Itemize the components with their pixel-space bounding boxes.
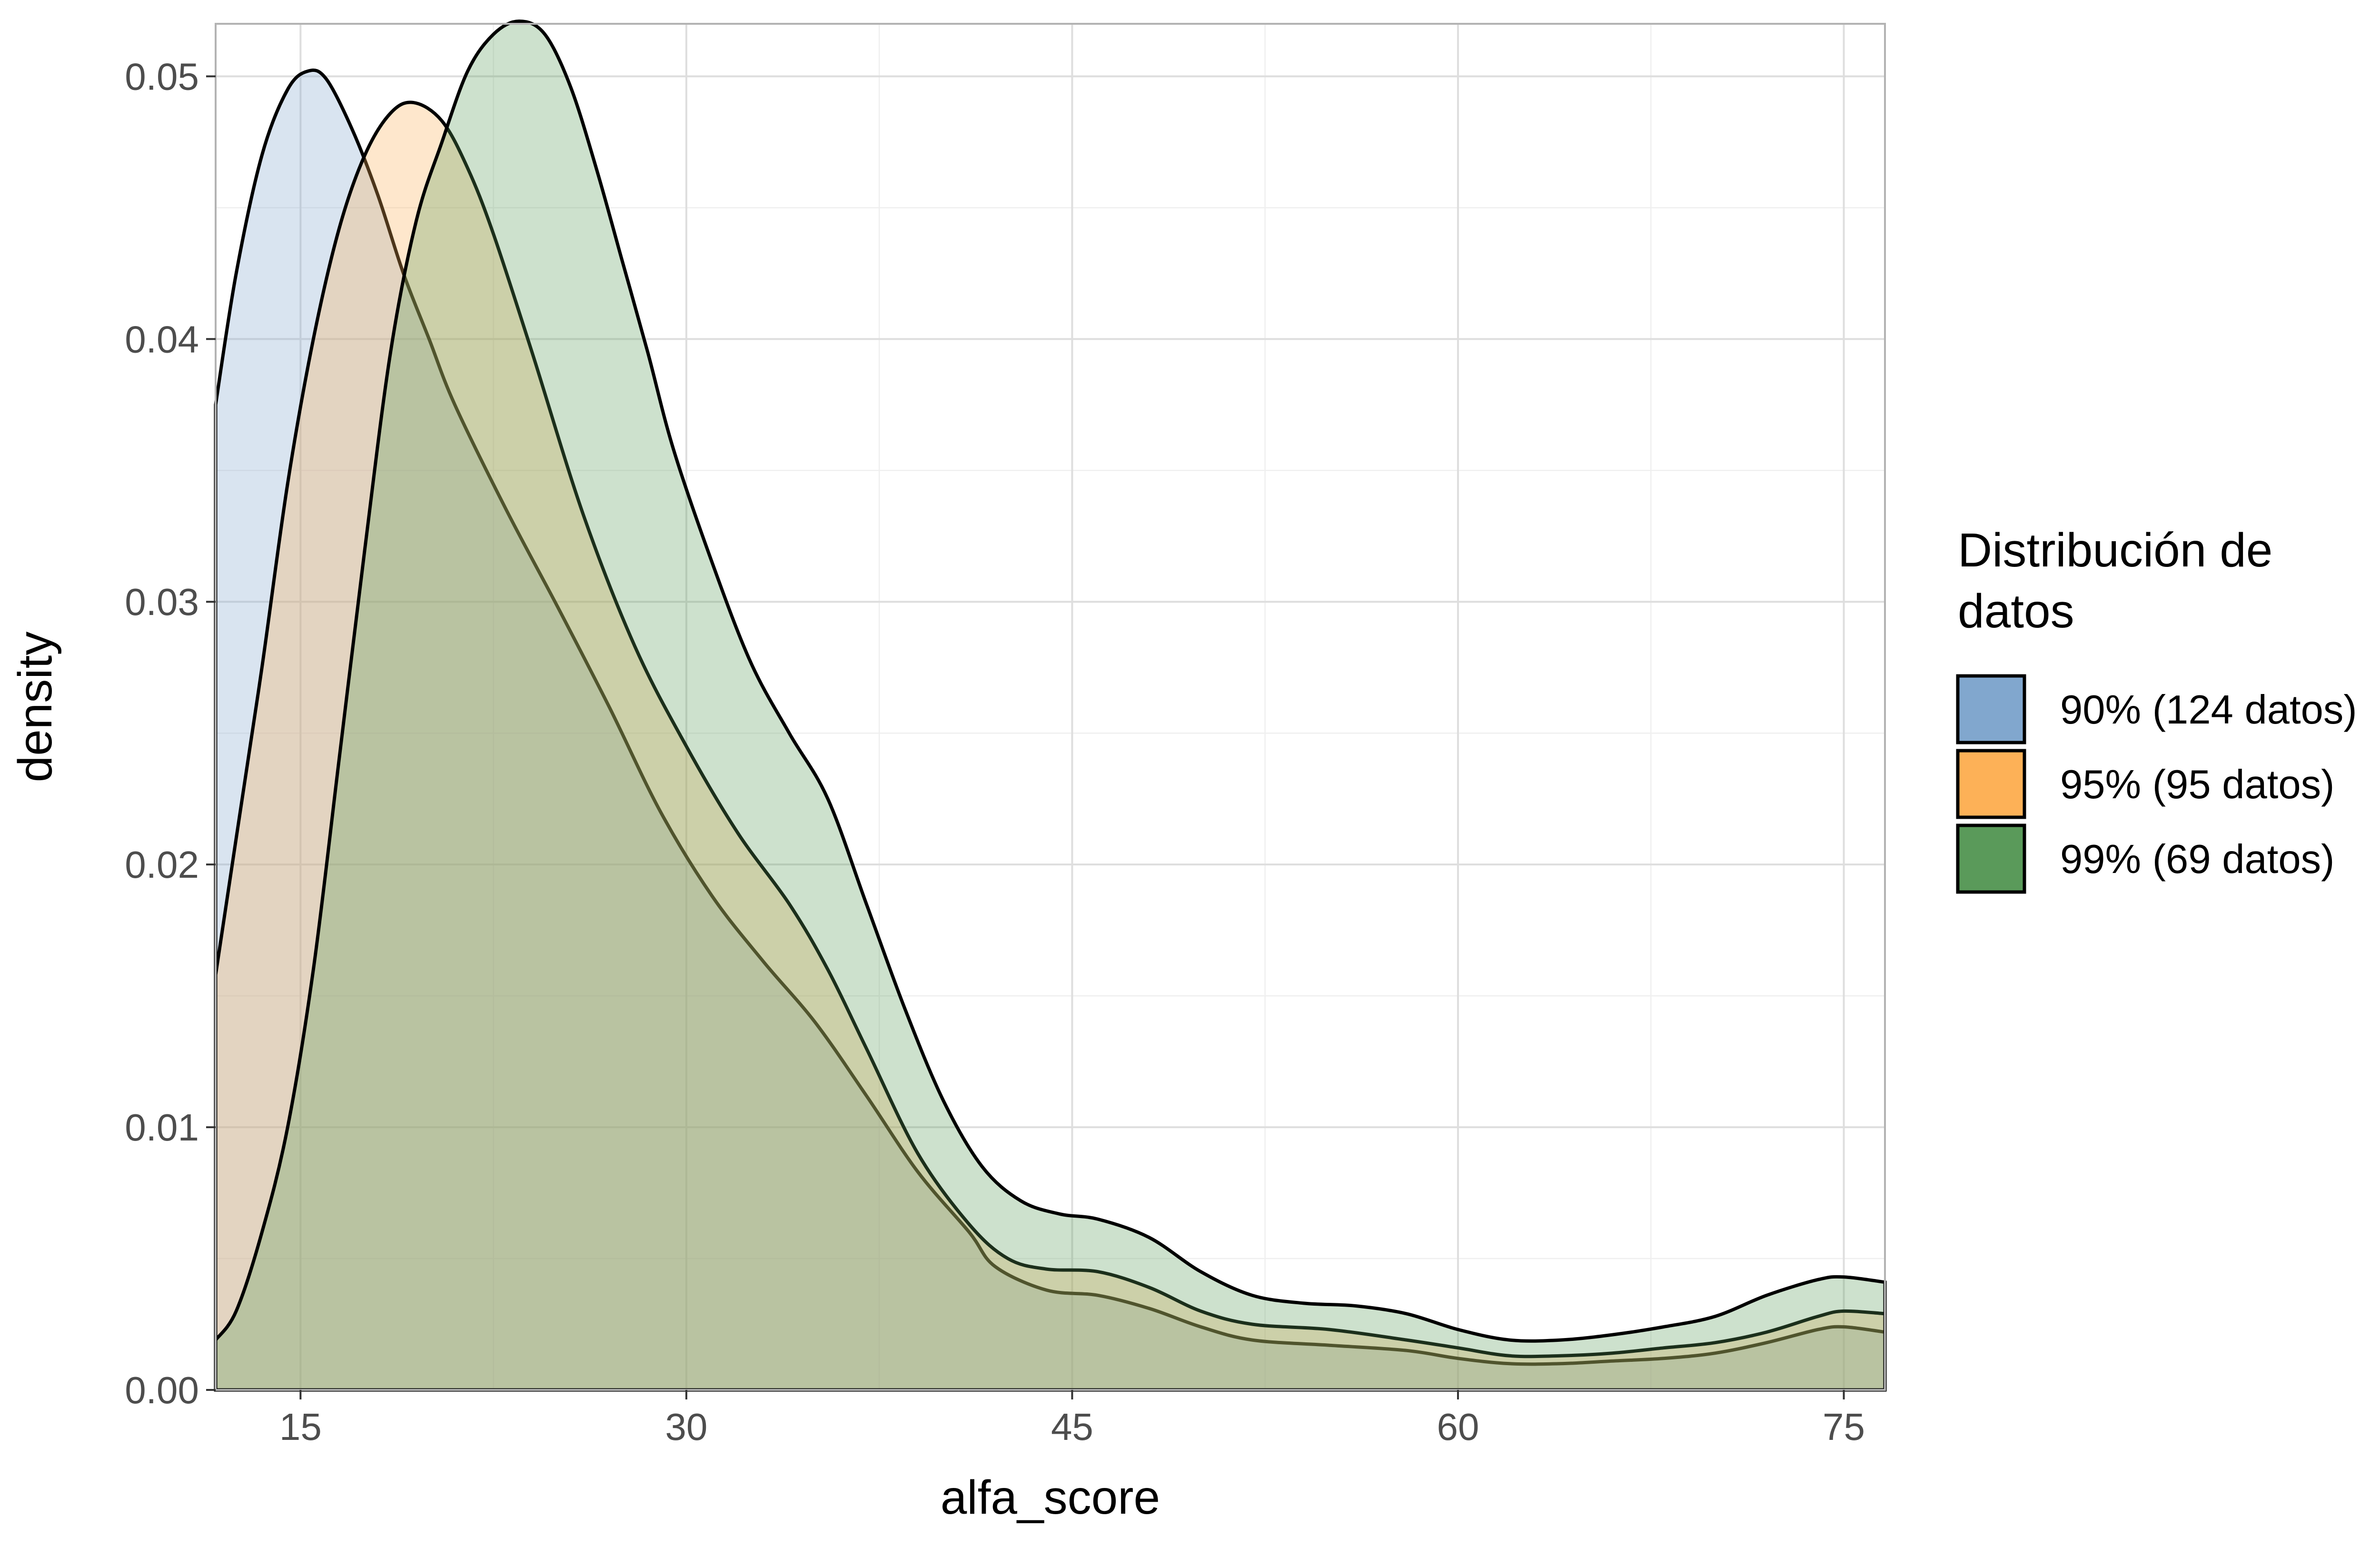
legend-items: 90% (124 datos) 95% (95 datos) 99% (69 dat…: [1956, 674, 2357, 894]
x-tick-label: 45: [1051, 1406, 1093, 1448]
y-axis-title: density: [9, 632, 62, 783]
legend-title-line1: Distribución de: [1958, 524, 2272, 577]
legend-key-1: [1956, 674, 2026, 744]
x-tick-label: 60: [1437, 1406, 1479, 1448]
x-tick-label: 15: [279, 1406, 322, 1448]
axis-ticks: 15 30 45 60 75 0.00 0.01 0.02 0.03 0.04 0.05: [125, 55, 1865, 1448]
density-area-series-2: [214, 100, 1887, 1392]
x-tick-label: 75: [1823, 1406, 1865, 1448]
legend-key-3: [1956, 823, 2026, 894]
legend: Distribución de datos 90% (124 datos) 95%…: [1956, 524, 2357, 894]
legend-label-1: 90% (124 datos): [2060, 687, 2357, 733]
density-area-series-3: [214, 19, 1887, 1392]
density-areas: [214, 19, 1887, 1392]
x-tick-label: 30: [665, 1406, 707, 1448]
y-tick-label: 0.01: [125, 1106, 199, 1149]
legend-label-3: 99% (69 datos): [2060, 837, 2334, 882]
y-tick-label: 0.05: [125, 55, 199, 98]
y-tick-label: 0.04: [125, 318, 199, 360]
x-axis-title: alfa_score: [941, 1471, 1160, 1524]
y-tick-label: 0.02: [125, 843, 199, 886]
panel-border: [215, 23, 1886, 1391]
legend-label-2: 95% (95 datos): [2060, 762, 2334, 807]
density-area-series-1: [214, 69, 1887, 1392]
legend-key-2: [1956, 749, 2026, 819]
legend-title-line2: datos: [1958, 585, 2074, 638]
y-tick-label: 0.03: [125, 581, 199, 623]
y-tick-label: 0.00: [125, 1369, 199, 1411]
